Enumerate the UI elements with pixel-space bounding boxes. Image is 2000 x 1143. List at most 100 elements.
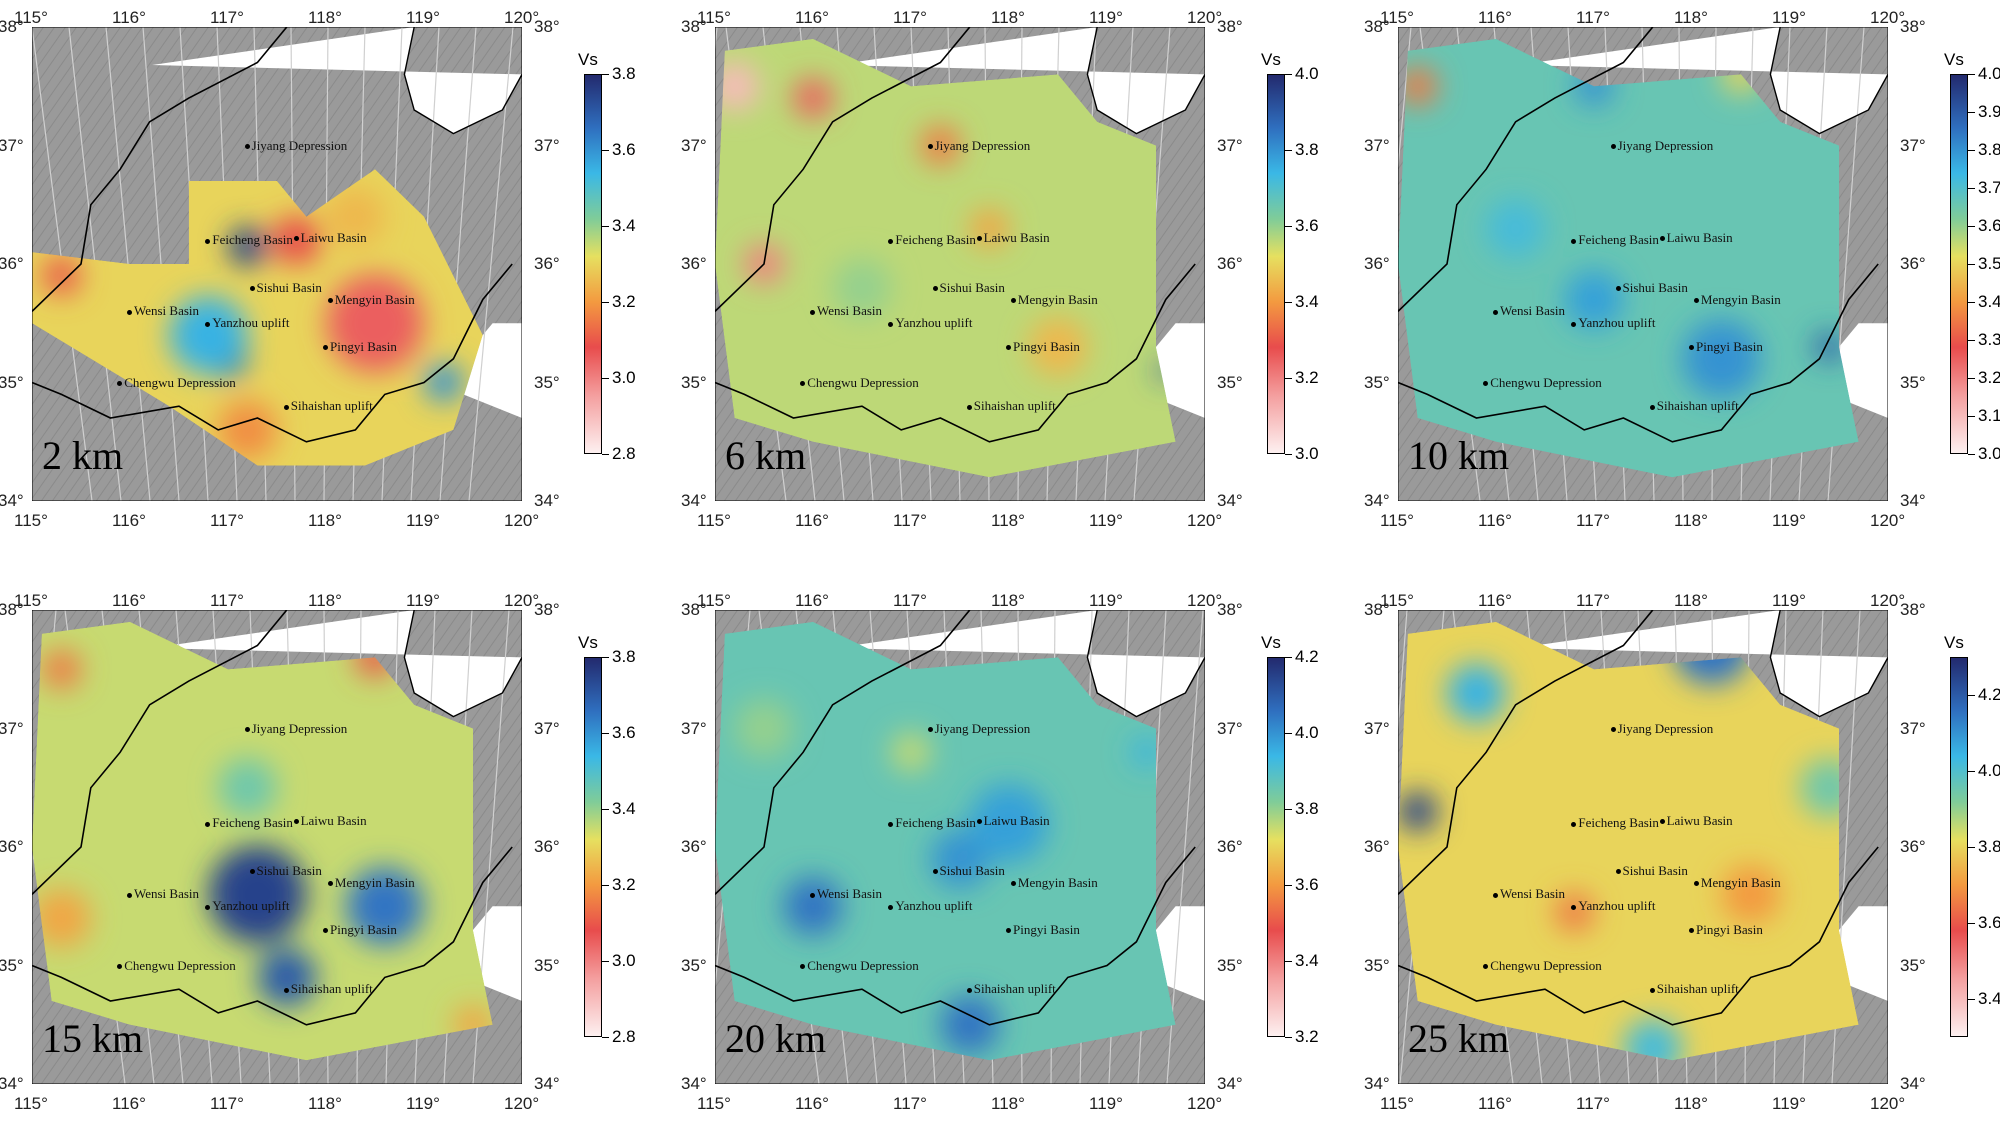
lat-tick-label: 34°	[534, 491, 560, 510]
place-label: Sishui Basin	[933, 863, 1005, 879]
lon-tick-label: 116°	[795, 511, 829, 530]
lat-tick-label: 35°	[1900, 955, 1926, 975]
map-panel-15km: Jiyang Depression Feicheng Basin Laiwu Bas…	[0, 583, 660, 1143]
lon-tick-label: 119°	[1089, 511, 1123, 530]
lon-tick-label: 116°	[112, 8, 146, 27]
lat-tick-label: 34°	[0, 491, 24, 510]
province-border	[715, 610, 971, 895]
lat-tick-label: 38°	[0, 17, 24, 36]
colorbar-tick-label: 3.6	[1285, 875, 1319, 894]
place-label: Yanzhou uplift	[205, 898, 289, 914]
lon-tick-label: 117°	[1576, 591, 1610, 610]
colorbar-tick-label: 3.2	[602, 292, 636, 311]
colorbar-tick-label: 3.6	[1285, 216, 1319, 235]
depth-label: 20 km	[725, 1016, 827, 1061]
place-label: Yanzhou uplift	[1571, 898, 1655, 914]
coastline	[1086, 27, 1205, 135]
place-label: Yanzhou uplift	[888, 315, 972, 331]
place-label: Wensi Basin	[1493, 303, 1565, 319]
bohai-sea	[1518, 27, 1888, 134]
lon-tick-label: 118°	[1674, 8, 1708, 27]
colorbar-tick-label: 3.6	[602, 140, 636, 159]
velocity-anomaly	[1447, 663, 1506, 723]
lon-tick-label: 117°	[893, 8, 927, 27]
place-label: Sihaishan uplift	[1650, 981, 1739, 997]
lat-tick-label: 38°	[681, 17, 707, 36]
bohai-sea	[835, 610, 1205, 717]
lat-tick-label: 37°	[1217, 718, 1243, 738]
lon-tick-label: 115°	[14, 511, 48, 530]
lon-tick-label: 118°	[991, 511, 1025, 530]
colorbar-title: Vs	[1944, 633, 1964, 652]
lon-tick-label: 116°	[1478, 591, 1512, 610]
lon-tick-label: 120°	[1187, 511, 1223, 530]
lon-tick-label: 117°	[893, 591, 927, 610]
velocity-anomaly	[832, 258, 892, 318]
place-label: Laiwu Basin	[1660, 813, 1733, 829]
lat-tick-label: 36°	[534, 837, 560, 856]
velocity-anomaly	[1398, 791, 1438, 832]
velocity-anomaly	[1398, 66, 1438, 106]
lon-tick-label: 118°	[308, 591, 342, 610]
lat-tick-label: 36°	[681, 254, 707, 273]
lat-tick-label: 38°	[534, 17, 560, 36]
map-panel-6km: Jiyang Depression Feicheng Basin Laiwu Bas…	[681, 0, 1343, 560]
lon-tick-label: 118°	[1674, 1094, 1708, 1113]
lon-tick-label: 115°	[1380, 8, 1414, 27]
place-label: Jiyang Depression	[928, 138, 1031, 154]
lon-tick-label: 118°	[308, 8, 342, 27]
velocity-anomaly	[940, 995, 1000, 1055]
colorbar-tick-label: 3.6	[1968, 216, 2000, 235]
province-border	[1398, 263, 1879, 443]
lat-tick-label: 37°	[1900, 135, 1926, 155]
colorbar-tick-label: 3.6	[1968, 913, 2000, 932]
lon-tick-label: 117°	[210, 591, 244, 610]
lat-tick-label: 35°	[1217, 955, 1243, 975]
lat-tick-label: 34°	[1900, 491, 1926, 510]
lon-tick-label: 117°	[1576, 8, 1610, 27]
fault-line	[1398, 610, 1408, 737]
depth-label: 6 km	[725, 433, 807, 478]
place-label: Feicheng Basin	[205, 815, 293, 831]
colorbar-title: Vs	[1261, 50, 1281, 69]
map-panel-2km: Jiyang Depression Feicheng Basin Laiwu Bas…	[0, 0, 660, 560]
lat-tick-label: 38°	[1217, 600, 1243, 619]
lon-tick-label: 117°	[893, 511, 927, 530]
velocity-anomaly	[734, 699, 794, 758]
lon-tick-label: 116°	[1478, 1094, 1512, 1113]
place-label: Wensi Basin	[1493, 886, 1565, 902]
lon-tick-label: 115°	[1380, 1094, 1414, 1113]
lon-tick-label: 119°	[1089, 591, 1123, 610]
velocity-anomaly	[41, 649, 81, 689]
lat-tick-label: 38°	[681, 600, 707, 619]
bohai-sea	[835, 27, 1205, 134]
lon-tick-label: 120°	[504, 591, 540, 610]
lon-tick-label: 115°	[14, 591, 48, 610]
vs-anomaly-field	[715, 38, 1176, 478]
place-label: Chengwu Depression	[1483, 375, 1602, 391]
map-svg	[1398, 610, 1888, 1084]
province-border	[715, 263, 1196, 443]
coastline	[1769, 610, 1888, 718]
coastline	[1769, 27, 1888, 135]
map-svg	[32, 27, 522, 501]
place-label: Pingyi Basin	[1689, 922, 1763, 938]
place-label: Pingyi Basin	[1689, 339, 1763, 355]
coastline	[403, 27, 522, 135]
place-label: Laiwu Basin	[977, 230, 1050, 246]
place-label: Chengwu Depression	[117, 375, 236, 391]
colorbar-tick-label: 3.5	[1968, 254, 2000, 273]
colorbar-tick-label: 2.8	[602, 1027, 636, 1046]
lat-tick-label: 34°	[1217, 491, 1243, 510]
lon-tick-label: 117°	[893, 1094, 927, 1113]
map-panel-20km: Jiyang Depression Feicheng Basin Laiwu Bas…	[681, 583, 1343, 1143]
place-label: Chengwu Depression	[800, 958, 919, 974]
colorbar-title: Vs	[1944, 50, 1964, 69]
lat-tick-label: 37°	[0, 718, 24, 738]
colorbar-tick-label: 3.4	[602, 799, 636, 818]
velocity-anomaly	[793, 78, 833, 118]
velocity-map: Jiyang Depression Feicheng Basin Laiwu Bas…	[715, 610, 1205, 1084]
velocity-anomaly	[1682, 319, 1761, 398]
colorbar-tick-label: 3.8	[1968, 837, 2000, 856]
coastline	[1086, 610, 1205, 718]
